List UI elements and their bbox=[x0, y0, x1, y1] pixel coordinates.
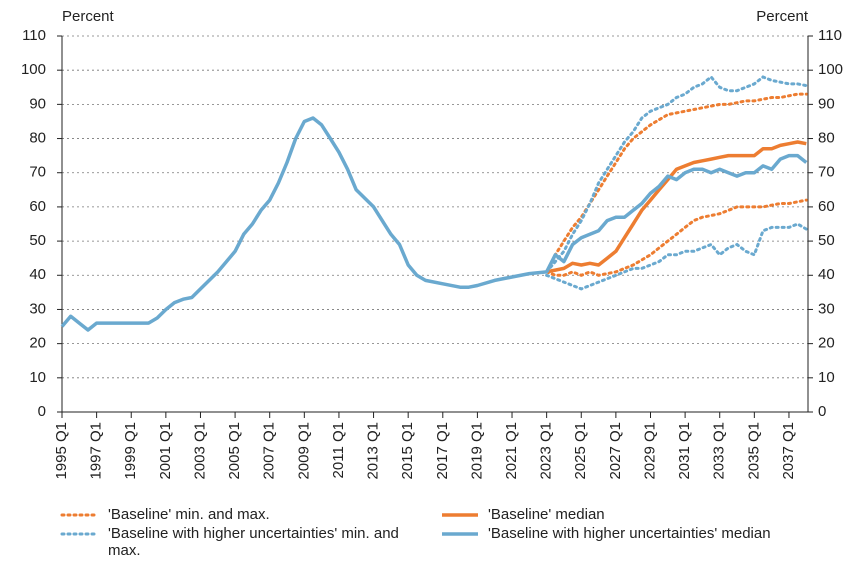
y-tick-label: 40 bbox=[29, 266, 46, 283]
x-tick-label: 2025 Q1 bbox=[572, 422, 589, 480]
legend-label: 'Baseline with higher uncertainties' min… bbox=[108, 525, 399, 559]
y-tick-label: 70 bbox=[29, 164, 46, 181]
legend-swatch bbox=[60, 532, 100, 536]
x-tick-label: 2005 Q1 bbox=[226, 422, 243, 480]
y2-tick-label: 110 bbox=[818, 27, 842, 44]
x-tick-label: 2037 Q1 bbox=[780, 422, 797, 480]
y2-axis-label: Percent bbox=[756, 8, 809, 25]
line bbox=[60, 116, 808, 332]
y-tick-label: 60 bbox=[29, 198, 46, 215]
legend-swatch bbox=[442, 532, 478, 536]
legend: 'Baseline' min. and max. 'Baseline' media… bbox=[60, 506, 850, 559]
x-tick-label: 2015 Q1 bbox=[399, 422, 416, 480]
y-tick-label: 100 bbox=[21, 61, 46, 78]
legend-item: 'Baseline with higher uncertainties' med… bbox=[440, 525, 820, 559]
x-tick-label: 2019 Q1 bbox=[468, 422, 485, 480]
y2-tick-label: 40 bbox=[818, 266, 835, 283]
y2-tick-label: 30 bbox=[818, 300, 835, 317]
x-tick-label: 2011 Q1 bbox=[330, 422, 347, 478]
legend-label: 'Baseline' median bbox=[488, 506, 605, 523]
legend-item: 'Baseline' min. and max. bbox=[60, 506, 440, 523]
x-tick-label: 2001 Q1 bbox=[157, 422, 174, 480]
y-tick-label: 90 bbox=[29, 95, 46, 112]
line bbox=[545, 198, 808, 277]
x-tick-label: 1995 Q1 bbox=[53, 422, 70, 480]
x-tick-label: 2009 Q1 bbox=[295, 422, 312, 480]
y2-tick-label: 0 bbox=[818, 403, 826, 420]
x-tick-label: 2007 Q1 bbox=[261, 422, 278, 480]
y-tick-label: 30 bbox=[29, 300, 46, 317]
x-tick-label: 1999 Q1 bbox=[122, 422, 139, 480]
line bbox=[545, 222, 808, 291]
y-axis-label: Percent bbox=[62, 8, 115, 25]
y2-tick-label: 10 bbox=[818, 369, 835, 386]
x-tick-label: 2023 Q1 bbox=[538, 422, 555, 480]
line bbox=[545, 74, 808, 274]
y2-tick-label: 100 bbox=[818, 61, 843, 78]
y-tick-label: 0 bbox=[38, 403, 46, 420]
x-tick-label: 2031 Q1 bbox=[676, 422, 693, 480]
y-tick-label: 50 bbox=[29, 232, 46, 249]
x-tick-label: 1997 Q1 bbox=[88, 422, 105, 480]
line bbox=[546, 140, 807, 274]
y-tick-label: 20 bbox=[29, 335, 46, 352]
y2-tick-label: 50 bbox=[818, 232, 835, 249]
legend-label: 'Baseline' min. and max. bbox=[108, 506, 270, 523]
line bbox=[545, 92, 808, 274]
y-tick-label: 80 bbox=[29, 130, 46, 147]
y2-tick-label: 70 bbox=[818, 164, 835, 181]
y2-tick-label: 90 bbox=[818, 95, 835, 112]
x-tick-label: 2033 Q1 bbox=[711, 422, 728, 480]
legend-item: 'Baseline with higher uncertainties' min… bbox=[60, 525, 440, 559]
y-tick-label: 110 bbox=[22, 27, 46, 44]
legend-item: 'Baseline' median bbox=[440, 506, 820, 523]
legend-swatch bbox=[442, 513, 478, 517]
chart: Percent Percent 010203040506070809010011… bbox=[21, 8, 843, 480]
y-tick-label: 10 bbox=[29, 369, 46, 386]
x-tick-label: 2021 Q1 bbox=[503, 422, 520, 480]
x-tick-label: 2027 Q1 bbox=[607, 422, 624, 480]
x-tick-label: 2029 Q1 bbox=[641, 422, 658, 480]
x-tick-label: 2035 Q1 bbox=[745, 422, 762, 480]
y2-tick-label: 80 bbox=[818, 130, 835, 147]
y2-tick-label: 20 bbox=[818, 335, 835, 352]
legend-swatch bbox=[60, 513, 100, 517]
legend-label: 'Baseline with higher uncertainties' med… bbox=[488, 525, 771, 542]
y2-tick-label: 60 bbox=[818, 198, 835, 215]
x-tick-label: 2013 Q1 bbox=[365, 422, 382, 480]
x-tick-label: 2017 Q1 bbox=[434, 422, 451, 480]
x-tick-label: 2003 Q1 bbox=[191, 422, 208, 480]
